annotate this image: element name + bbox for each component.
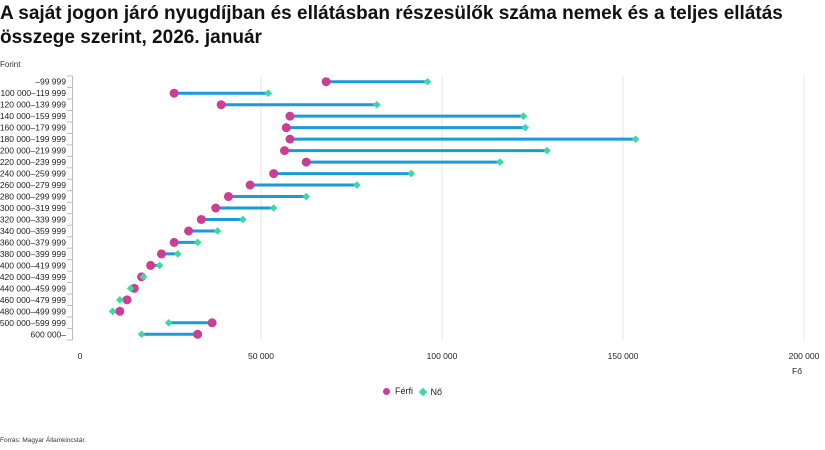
y-category-label: 400 000–419 999 [0,260,66,270]
male-point [207,318,217,328]
female-point [407,169,416,178]
male-point [193,329,203,339]
x-tick-label: 200 000 [789,351,820,361]
x-tick-label: 100 000 [427,351,458,361]
x-tick-label: 0 [78,351,83,361]
female-point [213,227,222,235]
y-category-label: 340 000–359 999 [0,226,66,236]
chart-title: A saját jogon járó nyugdíjban és ellátás… [0,3,789,48]
y-category-label: 140 000–159 999 [0,111,66,121]
female-point [116,296,124,304]
female-point [496,158,504,166]
female-point [193,238,202,247]
x-tick-label: 150 000 [608,351,639,361]
female-point [108,307,117,316]
y-category-label: 180 000–199 999 [0,134,66,144]
female-point [164,318,173,327]
legend-item-female[interactable]: Nő [418,386,443,397]
y-category-label: 260 000–279 999 [0,180,66,190]
diamond-marker-icon [418,387,427,396]
legend-label-male: Férfi [394,386,413,396]
female-point [173,250,182,258]
male-point [156,249,166,259]
y-category-label: 240 000–259 999 [0,169,66,179]
male-point [301,157,311,167]
male-point [196,214,206,224]
female-point [373,100,381,109]
male-point [122,295,132,305]
y-category-label: 300 000–319 999 [0,203,66,213]
female-point [239,215,247,224]
y-category-label: 320 000–339 999 [0,214,66,224]
female-point [302,192,311,201]
y-category-label: 100 000–119 999 [0,88,66,98]
female-point [155,261,164,270]
female-point [264,89,273,98]
male-point [115,306,125,316]
y-category-label: 380 000–399 999 [0,249,66,259]
y-category-label: 440 000–459 999 [0,283,66,293]
male-point [280,146,290,156]
y-category-label: 120 000–139 999 [0,100,66,110]
y-category-label: 600 000– [31,329,67,339]
female-point [269,204,278,212]
source-note: Forrás: Magyar Államkincstár. [0,437,86,444]
y-category-label: 160 000–179 999 [0,123,66,133]
male-point [211,203,221,213]
circle-marker-icon [382,387,390,395]
male-point [321,77,331,87]
female-point [139,273,148,281]
y-category-label: 420 000–439 999 [0,272,66,282]
female-point [543,146,551,155]
female-point [519,112,528,120]
male-point [169,237,179,247]
female-point [353,181,361,189]
x-tick-label: 50 000 [248,351,274,361]
y-category-label: 360 000–379 999 [0,237,66,247]
y-axis-unit-label: Forint [0,60,21,69]
male-point [281,123,291,133]
male-point [269,169,279,179]
y-category-label: –99 999 [35,77,66,87]
female-point [126,284,135,293]
y-category-label: 460 000–479 999 [0,295,66,305]
y-category-label: 220 000–239 999 [0,157,66,167]
male-point [285,134,295,144]
female-point [521,123,530,132]
male-point [169,88,179,98]
y-category-label: 280 000–299 999 [0,192,66,202]
male-point [245,180,255,190]
male-point [223,192,233,202]
y-category-label: 200 000–219 999 [0,146,66,156]
male-point [184,226,194,236]
male-point [285,111,295,121]
female-point [137,330,146,339]
female-point [423,77,432,86]
y-category-label: 480 000–499 999 [0,306,66,316]
male-point [146,260,156,270]
legend: Férfi Nő [0,386,825,397]
male-point [216,100,226,110]
x-axis-unit-label: Fő [792,366,802,376]
female-point [631,135,640,143]
legend-item-male[interactable]: Férfi [382,386,413,396]
y-category-label: 500 000–599 999 [0,318,66,328]
legend-label-female: Nő [430,386,443,397]
